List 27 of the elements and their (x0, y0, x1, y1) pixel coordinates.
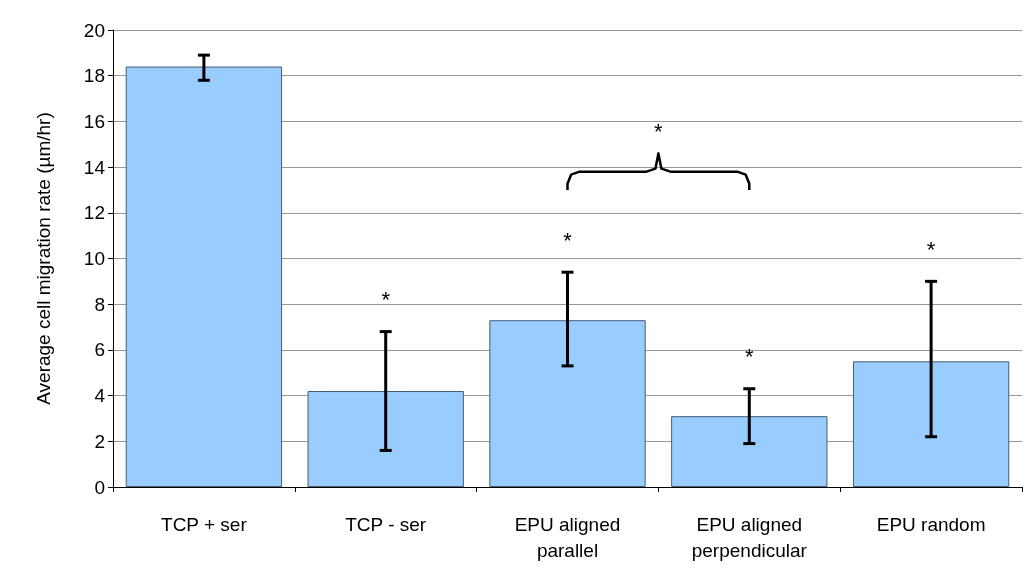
bar (125, 66, 283, 487)
y-tick-label: 20 (83, 19, 105, 41)
y-tick-label: 16 (83, 110, 105, 132)
bar (852, 361, 1010, 487)
annotation: * (563, 227, 573, 253)
bar (489, 320, 646, 487)
x-tick-label: TCP + ser (161, 513, 248, 535)
x-tick-label: TCP - ser (345, 513, 427, 535)
bar (671, 416, 828, 487)
annotation: * (654, 118, 664, 144)
y-tick-label: 14 (83, 156, 106, 178)
y-tick-label: 2 (94, 430, 105, 452)
x-tick-label: EPU aligned parallel (514, 513, 621, 561)
y-tick-label: 12 (83, 202, 105, 224)
y-tick-label: 0 (94, 476, 105, 498)
y-axis-title: Average cell migration rate (µm/hr) (33, 112, 54, 405)
annotation: * (926, 236, 936, 262)
bar (307, 391, 464, 487)
annotation: * (745, 344, 755, 370)
y-tick-label: 10 (83, 248, 105, 269)
y-tick-label: 4 (94, 385, 106, 407)
y-tick-label: 18 (83, 65, 105, 87)
y-tick-label: 8 (94, 293, 105, 315)
y-tick-label: 6 (94, 339, 105, 361)
x-tick-label: EPU aligned perpendicular (691, 513, 808, 561)
annotation: * (381, 287, 391, 313)
x-tick-label: EPU random (876, 513, 986, 535)
